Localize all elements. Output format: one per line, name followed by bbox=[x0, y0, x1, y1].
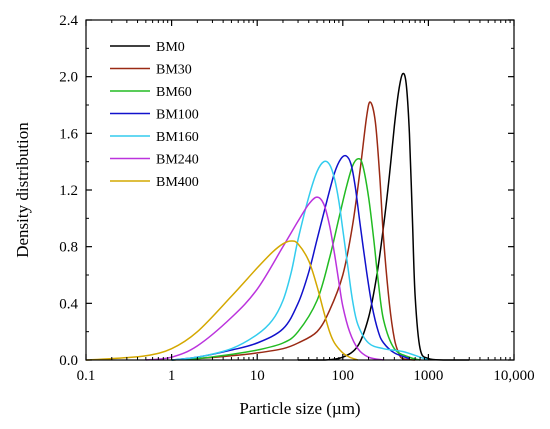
legend-label-bm60: BM60 bbox=[156, 85, 192, 100]
x-tick-label: 10,000 bbox=[493, 368, 534, 384]
x-tick-label: 1000 bbox=[413, 368, 443, 384]
series-line-bm240 bbox=[145, 196, 384, 361]
y-tick-label: 1.2 bbox=[59, 183, 78, 199]
series-line-bm100 bbox=[171, 154, 410, 361]
series-line-bm30 bbox=[171, 101, 416, 361]
y-tick-label: 2.0 bbox=[59, 70, 78, 86]
legend-label-bm400: BM400 bbox=[156, 175, 199, 190]
x-tick-label: 0.1 bbox=[77, 368, 96, 384]
plot-frame bbox=[85, 19, 515, 361]
axis-ticks: 0.1 1 10 100 1000 10,000 0.0 0.4 0.8 1.2 1.6 2.0 2.4 bbox=[59, 13, 534, 384]
legend-label-bm100: BM100 bbox=[156, 108, 199, 123]
series-line-bm400 bbox=[85, 240, 359, 361]
y-axis-title: Density distribution bbox=[13, 122, 32, 258]
y-tick-label: 0.4 bbox=[59, 296, 78, 312]
x-axis-title: Particle size (µm) bbox=[239, 399, 360, 418]
series-line-bm160 bbox=[171, 160, 429, 361]
legend: BM0 BM30 BM60 BM100 BM160 BM240 BM400 bbox=[110, 40, 199, 190]
legend-label-bm160: BM160 bbox=[156, 130, 199, 145]
x-tick-label: 10 bbox=[250, 368, 265, 384]
series-curves bbox=[85, 72, 470, 361]
legend-label-bm0: BM0 bbox=[156, 40, 185, 55]
series-line-bm60 bbox=[171, 157, 421, 361]
y-tick-label: 1.6 bbox=[59, 126, 78, 142]
y-tick-label: 2.4 bbox=[59, 13, 78, 29]
series-line-bm0 bbox=[298, 72, 470, 361]
y-tick-label: 0.0 bbox=[59, 353, 78, 369]
x-tick-label: 1 bbox=[168, 368, 176, 384]
y-tick-label: 0.8 bbox=[59, 240, 78, 256]
x-tick-label: 100 bbox=[332, 368, 355, 384]
legend-label-bm240: BM240 bbox=[156, 153, 199, 168]
legend-label-bm30: BM30 bbox=[156, 63, 192, 78]
